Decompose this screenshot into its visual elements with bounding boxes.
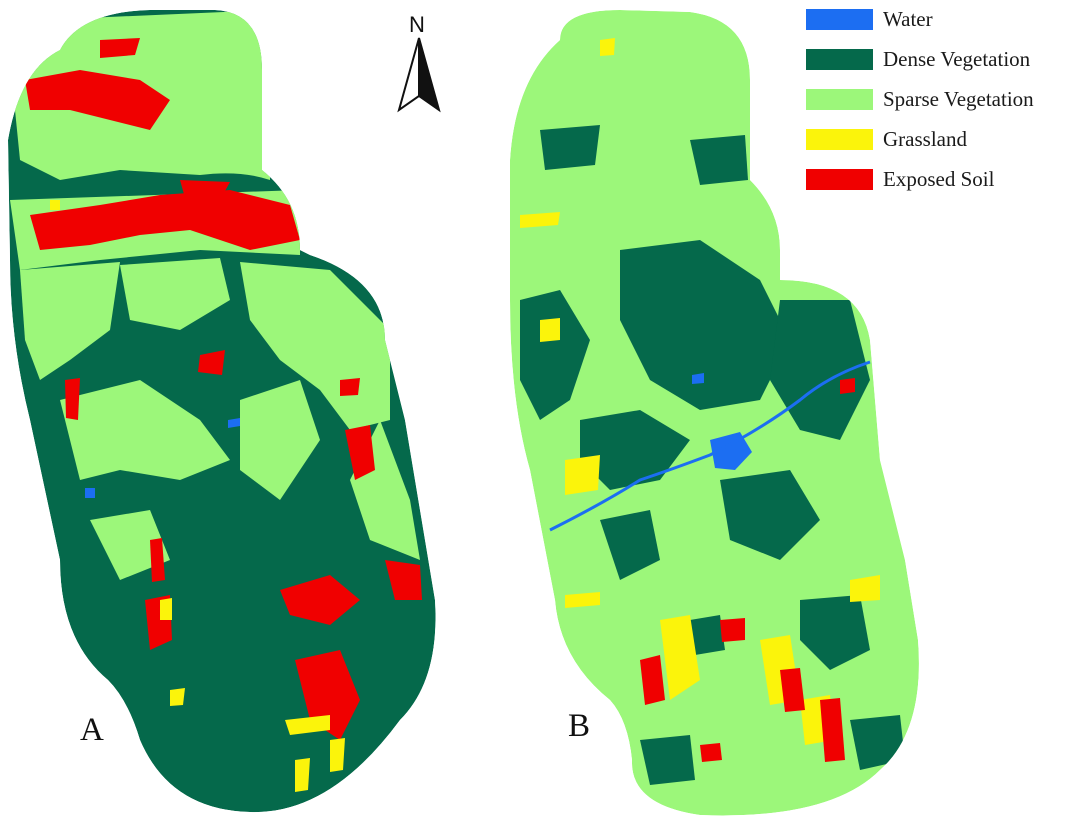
- legend-item-dense-vegetation: Dense Vegetation: [806, 46, 1068, 72]
- map-b-river: [549, 360, 871, 532]
- north-label: N: [409, 12, 425, 37]
- panel-label-b: B: [568, 708, 591, 744]
- map-b-water: [549, 360, 871, 532]
- legend-swatch-dense-vegetation: [806, 48, 873, 70]
- legend-label: Grassland: [883, 126, 967, 151]
- legend-label: Dense Vegetation: [883, 46, 1031, 71]
- legend-item-sparse-vegetation: Sparse Vegetation: [806, 86, 1068, 112]
- map-a-grassland: [50, 200, 345, 792]
- legend-swatch-sparse-vegetation: [806, 88, 873, 110]
- legend-swatch-grassland: [806, 128, 873, 150]
- map-a-sparse-vegetation: [10, 10, 420, 580]
- legend-label: Exposed Soil: [883, 166, 995, 191]
- legend-swatch-water: [806, 8, 873, 30]
- legend-swatch-exposed-soil: [806, 168, 873, 190]
- panel-label-a: A: [80, 712, 104, 748]
- legend-label: Sparse Vegetation: [883, 86, 1034, 111]
- map-b-dense-vegetation: [520, 125, 905, 785]
- north-arrow: N: [395, 12, 443, 113]
- map-a-water: [85, 418, 240, 498]
- north-arrow-icon: [397, 37, 441, 113]
- map-b-exposed-soil: [640, 378, 855, 762]
- legend-item-exposed-soil: Exposed Soil: [806, 166, 1068, 192]
- legend-item-grassland: Grassland: [806, 126, 1068, 152]
- legend-item-water: Water: [806, 6, 1068, 32]
- legend-label: Water: [883, 6, 933, 31]
